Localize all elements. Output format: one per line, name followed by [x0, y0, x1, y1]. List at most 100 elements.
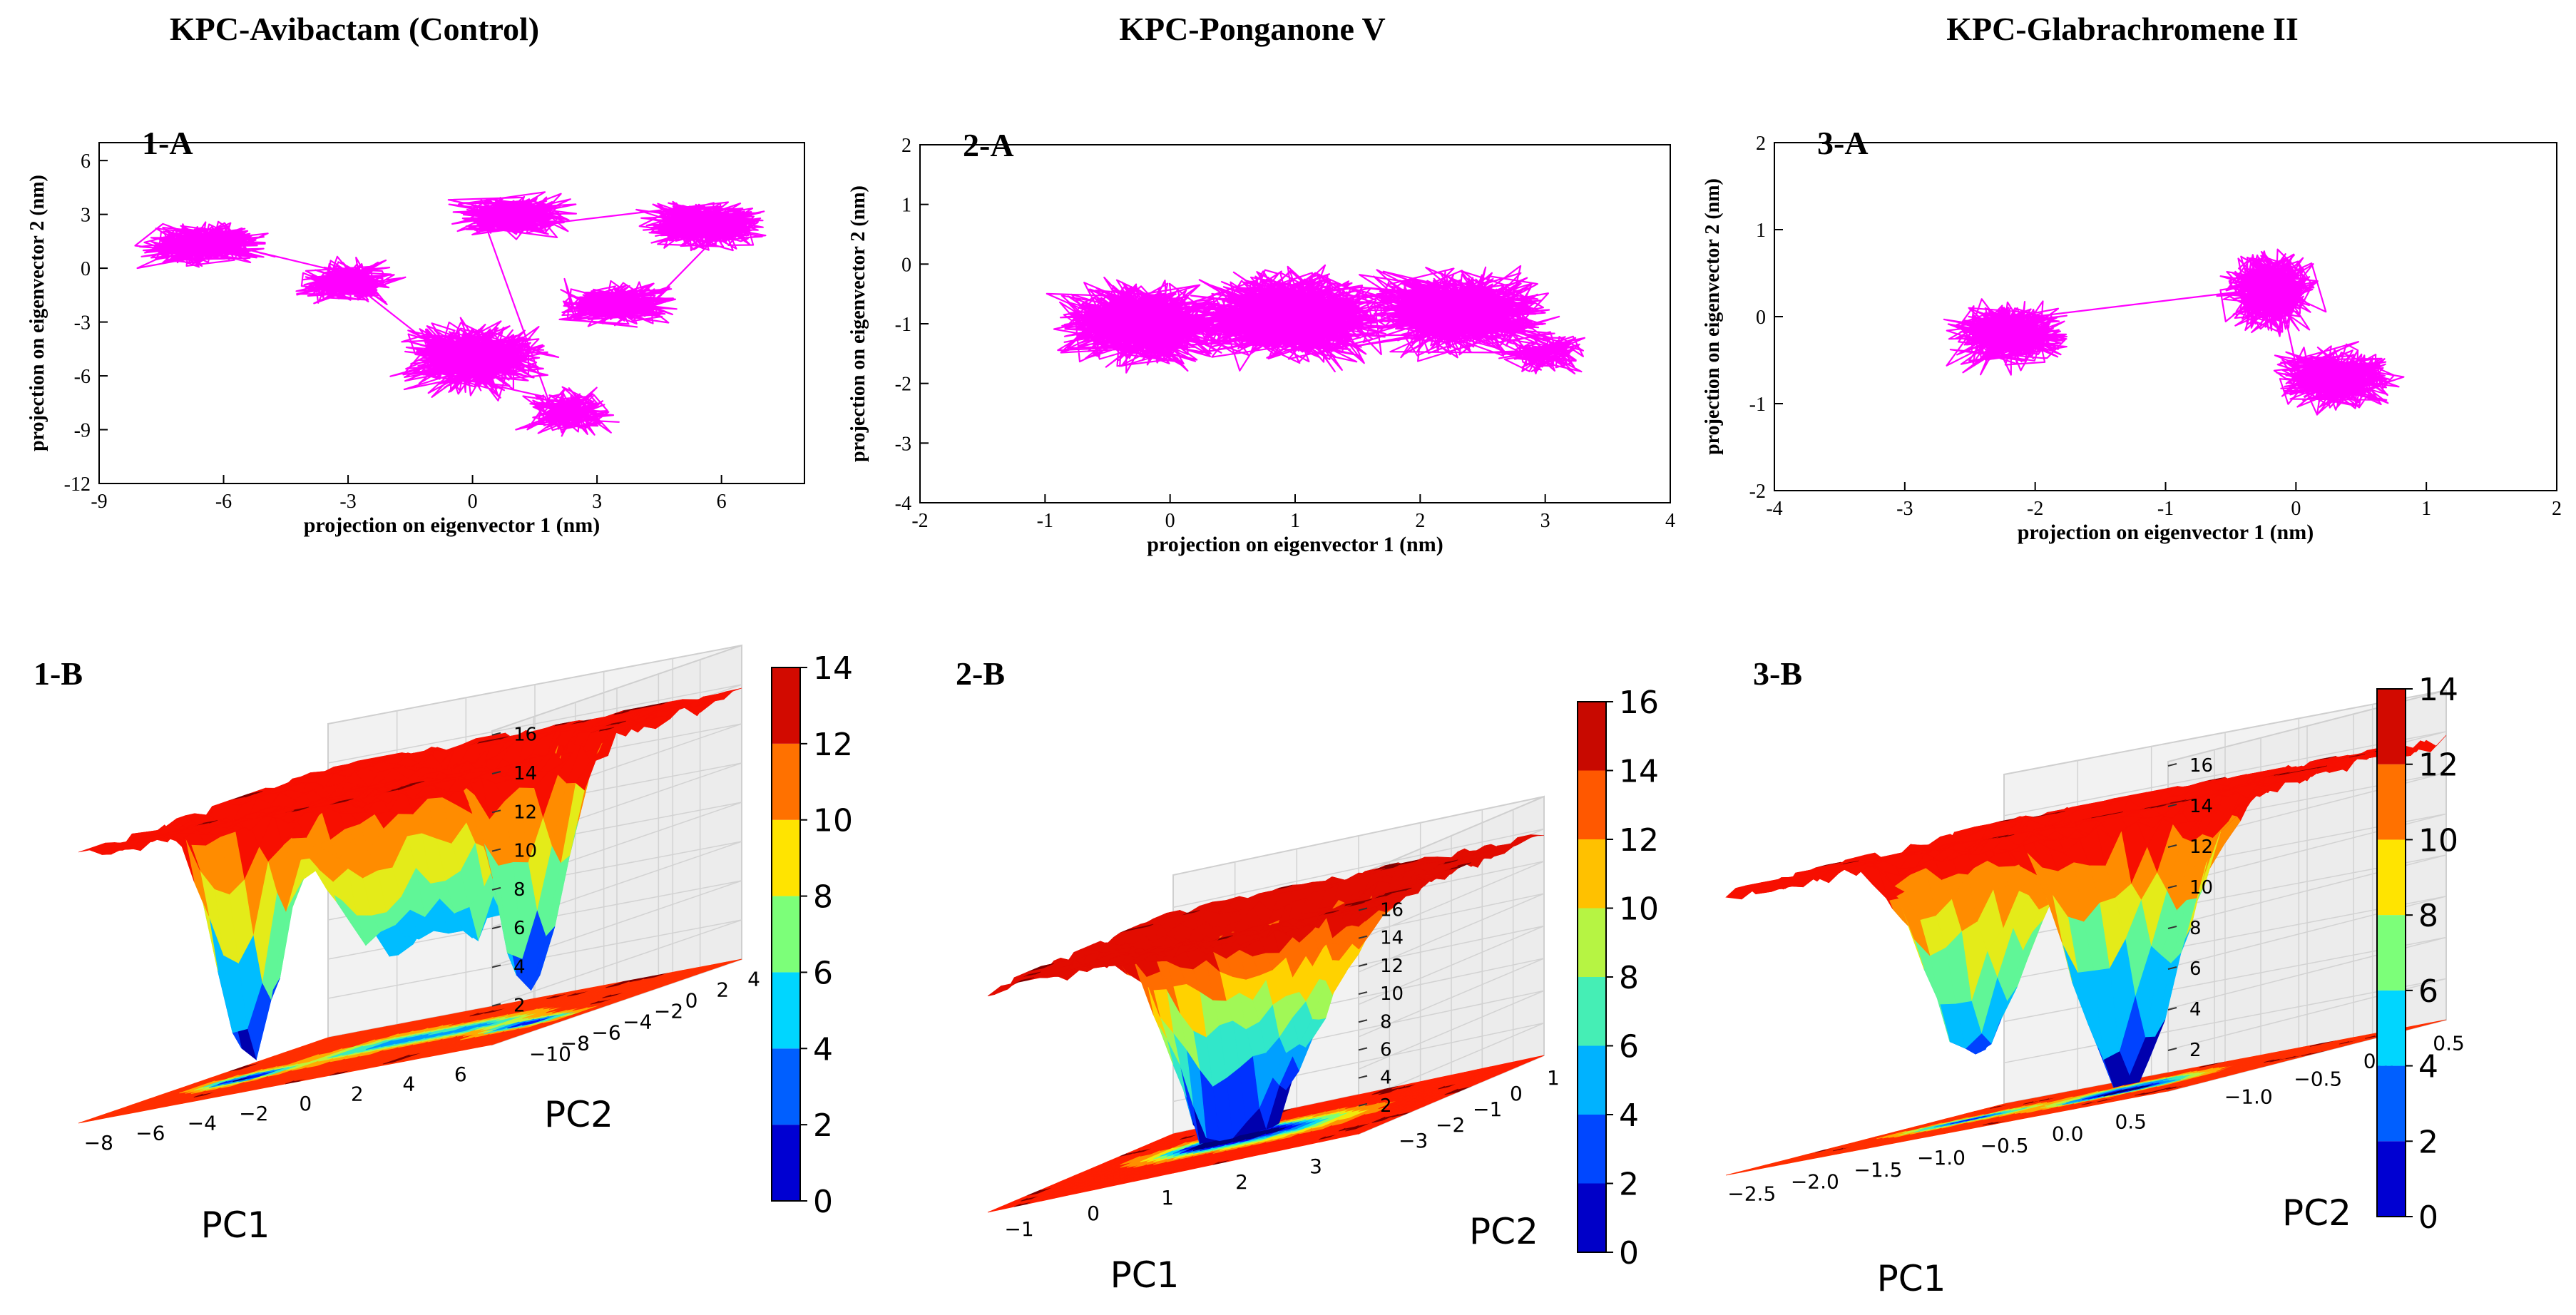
colorbar-band — [1578, 977, 1606, 1046]
z-tick — [491, 964, 501, 968]
panel-2b-energy-landscape: 246810121416−10123−3−2−1012-BPC1PC202468… — [956, 655, 1659, 1296]
colorbar-band — [1578, 702, 1606, 771]
x-tick-label: 0 — [2291, 498, 2301, 520]
panel-label: 2-B — [956, 655, 1005, 692]
y-tick-label: 4 — [747, 968, 760, 991]
x-tick-label: 3 — [592, 491, 602, 513]
colorbar-tick-label: 12 — [813, 727, 853, 763]
y-tick-label: 0 — [685, 989, 698, 1013]
x-tick-label: −2 — [239, 1102, 268, 1125]
y-tick-label: −3 — [1399, 1129, 1428, 1152]
y-tick-label: 2 — [901, 135, 911, 157]
panel-label: 3-A — [1817, 125, 1869, 161]
y-tick-label: -1 — [1749, 394, 1766, 416]
y-tick-label: 0 — [901, 254, 911, 276]
x-tick-label: 0 — [1087, 1202, 1100, 1225]
colorbar-band — [772, 972, 800, 1049]
floor-cell — [717, 958, 742, 966]
z-tick-label: 2 — [1380, 1095, 1392, 1117]
z-tick-label: 8 — [513, 879, 526, 901]
colorbar-band — [1578, 1183, 1606, 1252]
y-axis-label: projection on eigenvector 2 (nm) — [26, 175, 48, 451]
y-tick-label: -12 — [64, 474, 91, 496]
colorbar-tick-label: 4 — [1619, 1097, 1639, 1134]
x-tick-label: 2 — [2552, 498, 2562, 520]
z-tick — [491, 1003, 501, 1007]
x-tick-label: -1 — [2157, 498, 2174, 520]
z-tick-label: 10 — [2189, 877, 2213, 899]
x-tick-label: -6 — [215, 491, 232, 513]
x-tick-label: -3 — [1896, 498, 1913, 520]
x-tick-label: 1 — [1290, 510, 1300, 532]
x-axis-label: PC1 — [201, 1204, 270, 1246]
y-tick-label: -2 — [895, 374, 911, 396]
z-tick-label: 10 — [1380, 983, 1404, 1005]
trajectory-line — [1943, 248, 2405, 416]
surface-facet — [78, 849, 103, 855]
x-tick-label: 1 — [2421, 498, 2431, 520]
y-tick-label: 0 — [1510, 1082, 1523, 1105]
colorbar-band — [1578, 1115, 1606, 1184]
x-tick-label: 0 — [1165, 510, 1175, 532]
colorbar-tick-label: 0 — [1619, 1235, 1639, 1271]
z-tick — [491, 848, 501, 852]
colorbar-tick-label: 2 — [813, 1107, 833, 1144]
colorbar-tick-label: 14 — [1619, 754, 1659, 790]
y-tick-label: 1 — [901, 195, 911, 217]
x-tick-label: 6 — [454, 1063, 467, 1086]
x-tick-label: 0 — [468, 491, 478, 513]
y-tick-label: −8 — [561, 1032, 590, 1055]
y-tick-label: -3 — [895, 433, 911, 455]
z-tick-label: 14 — [1380, 928, 1404, 949]
x-tick-label: −6 — [136, 1121, 165, 1145]
colorbar-band — [772, 819, 800, 896]
colorbar-band — [1578, 1045, 1606, 1115]
colorbar-tick-label: 6 — [1619, 1029, 1639, 1065]
colorbar-tick-label: 8 — [813, 879, 833, 916]
x-tick-label: 6 — [717, 491, 727, 513]
z-tick-label: 2 — [2189, 1040, 2202, 1061]
x-tick-label: 0 — [299, 1092, 312, 1115]
floor-contour — [987, 1055, 1545, 1213]
x-tick-label: -3 — [339, 491, 356, 513]
x-tick-label: -2 — [2027, 498, 2043, 520]
y-tick-label: −10 — [529, 1043, 571, 1066]
x-tick-label: 4 — [1665, 510, 1675, 532]
y-tick-label: −4 — [623, 1010, 652, 1034]
x-tick-label: −8 — [84, 1131, 113, 1155]
trajectory-line — [1046, 264, 1585, 375]
z-tick-label: 8 — [1380, 1011, 1392, 1033]
colorbar-tick-label: 8 — [1619, 960, 1639, 996]
y-tick-label: -1 — [895, 314, 911, 336]
x-tick-label: 2 — [351, 1082, 364, 1105]
colorbar-tick-label: 4 — [813, 1031, 833, 1068]
z-tick-label: 4 — [2189, 999, 2202, 1020]
y-axis-label: PC2 — [1469, 1211, 1538, 1252]
y-tick-label: −2 — [654, 1000, 683, 1023]
colorbar-band — [772, 1125, 800, 1201]
z-tick-label: 6 — [1380, 1039, 1392, 1060]
z-tick-label: 12 — [1380, 956, 1404, 977]
z-tick — [491, 809, 501, 814]
z-tick — [491, 886, 501, 891]
colorbar-tick-label: 10 — [1619, 891, 1659, 928]
y-tick-label: 3 — [81, 205, 91, 227]
z-tick-label: 4 — [1380, 1068, 1392, 1089]
x-tick-label: 2 — [1415, 510, 1425, 532]
panel-label: 2-A — [963, 127, 1014, 163]
plot-frame — [1774, 142, 2557, 491]
z-tick-label: 2 — [513, 996, 526, 1017]
x-tick-label: 4 — [402, 1073, 415, 1096]
z-tick — [491, 732, 501, 736]
colorbar-tick-label: 2 — [1619, 1167, 1639, 1203]
trajectory-line — [134, 191, 767, 437]
x-axis-label: projection on eigenvector 1 (nm) — [2018, 521, 2314, 544]
colorbar-band — [1578, 908, 1606, 977]
y-tick-label: 1 — [1756, 220, 1766, 242]
title-ponganone: KPC-Ponganone V — [1119, 11, 1386, 47]
colorbar-band — [1578, 770, 1606, 839]
y-tick-label: -4 — [895, 493, 911, 515]
z-tick-label: 8 — [2189, 918, 2202, 939]
